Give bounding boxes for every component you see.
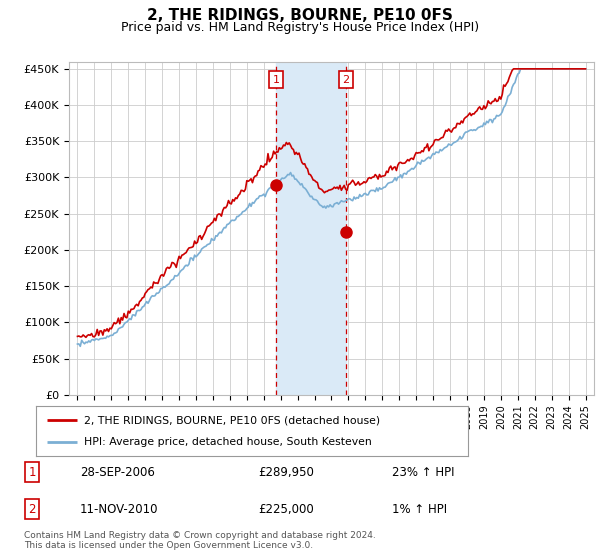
Text: 28-SEP-2006: 28-SEP-2006 xyxy=(80,465,155,479)
Text: £225,000: £225,000 xyxy=(259,502,314,516)
Text: 11-NOV-2010: 11-NOV-2010 xyxy=(80,502,158,516)
Text: Contains HM Land Registry data © Crown copyright and database right 2024.
This d: Contains HM Land Registry data © Crown c… xyxy=(24,531,376,550)
Text: 2, THE RIDINGS, BOURNE, PE10 0FS: 2, THE RIDINGS, BOURNE, PE10 0FS xyxy=(147,8,453,24)
Text: Price paid vs. HM Land Registry's House Price Index (HPI): Price paid vs. HM Land Registry's House … xyxy=(121,21,479,34)
Text: 1% ↑ HPI: 1% ↑ HPI xyxy=(392,502,448,516)
Text: 1: 1 xyxy=(273,74,280,85)
Text: 2: 2 xyxy=(29,502,36,516)
Text: 1: 1 xyxy=(29,465,36,479)
Text: 2: 2 xyxy=(343,74,350,85)
Text: HPI: Average price, detached house, South Kesteven: HPI: Average price, detached house, Sout… xyxy=(83,437,371,447)
Bar xyxy=(276,62,346,395)
Text: 2, THE RIDINGS, BOURNE, PE10 0FS (detached house): 2, THE RIDINGS, BOURNE, PE10 0FS (detach… xyxy=(83,415,380,425)
Text: £289,950: £289,950 xyxy=(259,465,314,479)
Text: 23% ↑ HPI: 23% ↑ HPI xyxy=(392,465,455,479)
